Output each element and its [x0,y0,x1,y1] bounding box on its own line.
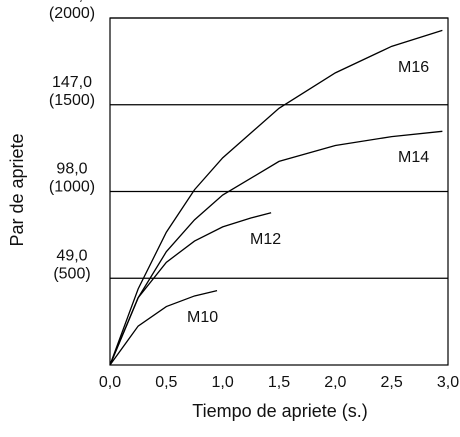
x-tick-label: 0,5 [155,374,177,391]
x-tick-label: 3,0 [437,374,459,391]
series-label: M14 [398,149,429,166]
y2-tick-label: (500) [53,265,90,282]
y-tick-label: 147,0 [52,74,92,91]
series-line [109,29,443,366]
y-tick-label: 196,0 [52,0,92,4]
y2-tick-label: (1000) [49,179,95,196]
x-tick-label: 0,0 [99,374,121,391]
x-tick-label: 1,0 [212,374,234,391]
series-line [109,290,218,366]
x-tick-label: 2,0 [324,374,346,391]
series-label: M10 [187,309,218,326]
y-tick-label: 49,0 [56,247,87,264]
y2-tick-label: (2000) [49,5,95,22]
series-line [109,130,443,366]
series-label: M12 [250,231,281,248]
series-label: M16 [398,59,429,76]
x-axis-label: Tiempo de apriete (s.) [192,401,367,421]
series-line [109,212,272,366]
x-tick-label: 1,5 [268,374,290,391]
x-tick-label: 2,5 [381,374,403,391]
y-axis-label: Par de apriete [7,133,27,246]
y2-tick-label: (1500) [49,92,95,109]
y-tick-label: 98,0 [56,161,87,178]
